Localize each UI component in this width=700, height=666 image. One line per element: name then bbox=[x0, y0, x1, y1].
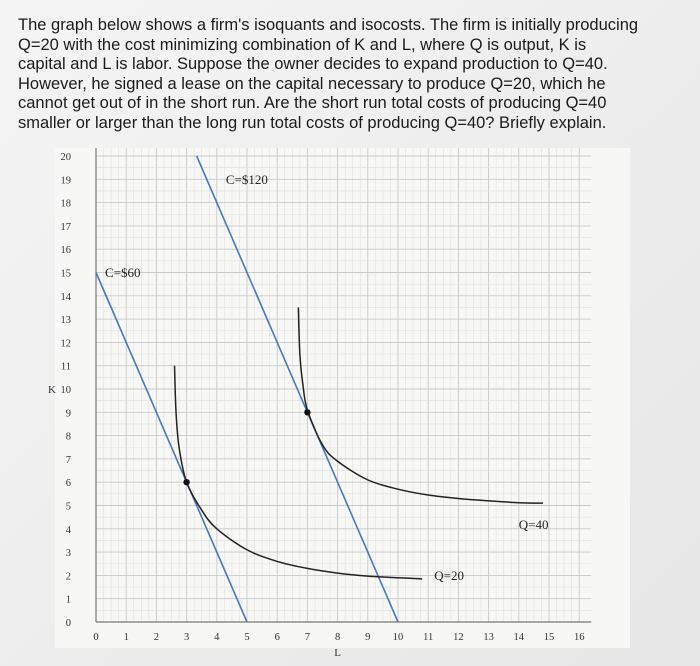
x-tick-label: 16 bbox=[574, 632, 585, 643]
question-line: capital and L is labor. Suppose the owne… bbox=[18, 55, 608, 73]
y-tick-label: 10 bbox=[61, 385, 72, 396]
x-tick-label: 15 bbox=[544, 632, 555, 643]
y-tick-label: 20 bbox=[61, 152, 72, 163]
isocost-line bbox=[95, 272, 248, 623]
y-tick-label: 7 bbox=[66, 455, 71, 466]
y-tick-label: 16 bbox=[61, 245, 72, 256]
y-tick-label: 6 bbox=[66, 478, 71, 489]
x-tick-label: 5 bbox=[244, 632, 249, 643]
axes: 0 1 2 3 4 5 6 7 8 9 10 11 12 13 14 15 160123456789101112… bbox=[48, 148, 592, 659]
tangency-point bbox=[304, 409, 311, 416]
x-tick-label: 9 bbox=[365, 632, 370, 643]
y-tick-label: 17 bbox=[61, 222, 72, 233]
y-tick-label: 0 bbox=[66, 618, 71, 629]
curve-label: Q=20 bbox=[434, 568, 464, 583]
x-tick-label: 11 bbox=[423, 632, 433, 643]
tangency-point bbox=[183, 479, 190, 486]
x-tick-label: 6 bbox=[275, 632, 280, 643]
y-tick-label: 8 bbox=[66, 432, 71, 443]
x-tick-label: 14 bbox=[514, 632, 525, 643]
y-tick-label: 18 bbox=[61, 199, 72, 210]
y-tick-label: 19 bbox=[61, 175, 72, 186]
question-text: The graph below shows a firm's isoquants… bbox=[18, 16, 658, 133]
x-tick-label: 4 bbox=[214, 632, 220, 643]
y-tick-label: 1 bbox=[66, 595, 71, 606]
y-tick-label: 14 bbox=[61, 292, 72, 303]
y-tick-label: 9 bbox=[66, 408, 71, 419]
curve-labels: C=$60 C=$120 Q=20 Q=40 bbox=[105, 172, 548, 583]
curve-label: C=$60 bbox=[105, 265, 141, 280]
isocost-line bbox=[195, 155, 399, 623]
y-tick-label: 12 bbox=[61, 338, 72, 349]
x-tick-label: 12 bbox=[453, 632, 464, 643]
y-tick-label: 4 bbox=[66, 525, 72, 536]
x-tick-label: 7 bbox=[305, 632, 310, 643]
y-axis-title: K bbox=[48, 384, 56, 396]
y-tick-label: 5 bbox=[66, 502, 71, 513]
x-tick-label: 3 bbox=[184, 632, 189, 643]
question-line: Q=20 with the cost minimizing combinatio… bbox=[18, 35, 587, 54]
isoquant-curve bbox=[173, 365, 423, 580]
question-line: However, he signed a lease on the capita… bbox=[18, 74, 606, 93]
x-tick-label: 8 bbox=[335, 632, 340, 643]
x-tick-label: 0 bbox=[93, 632, 98, 643]
y-tick-label: 13 bbox=[61, 315, 72, 326]
y-tick-label: 15 bbox=[61, 269, 72, 280]
x-tick-label: 13 bbox=[483, 632, 494, 643]
x-tick-label: 2 bbox=[154, 632, 159, 643]
question-line: cannot get out of in the short run. Are … bbox=[18, 94, 607, 112]
question-line: The graph below shows a firm's isoquants… bbox=[18, 16, 639, 34]
curve-label: Q=40 bbox=[519, 517, 549, 532]
y-tick-label: 11 bbox=[61, 362, 71, 373]
y-tick-label: 3 bbox=[66, 548, 71, 559]
x-tick-label: 10 bbox=[393, 632, 404, 643]
isoquant-curve bbox=[297, 307, 543, 504]
question-line: smaller or larger than the long run tota… bbox=[18, 113, 607, 132]
x-axis-title: L bbox=[334, 647, 341, 659]
curve-label: C=$120 bbox=[226, 172, 268, 187]
x-tick-label: 1 bbox=[124, 632, 129, 643]
curves bbox=[95, 155, 543, 623]
y-tick-label: 2 bbox=[66, 571, 71, 582]
